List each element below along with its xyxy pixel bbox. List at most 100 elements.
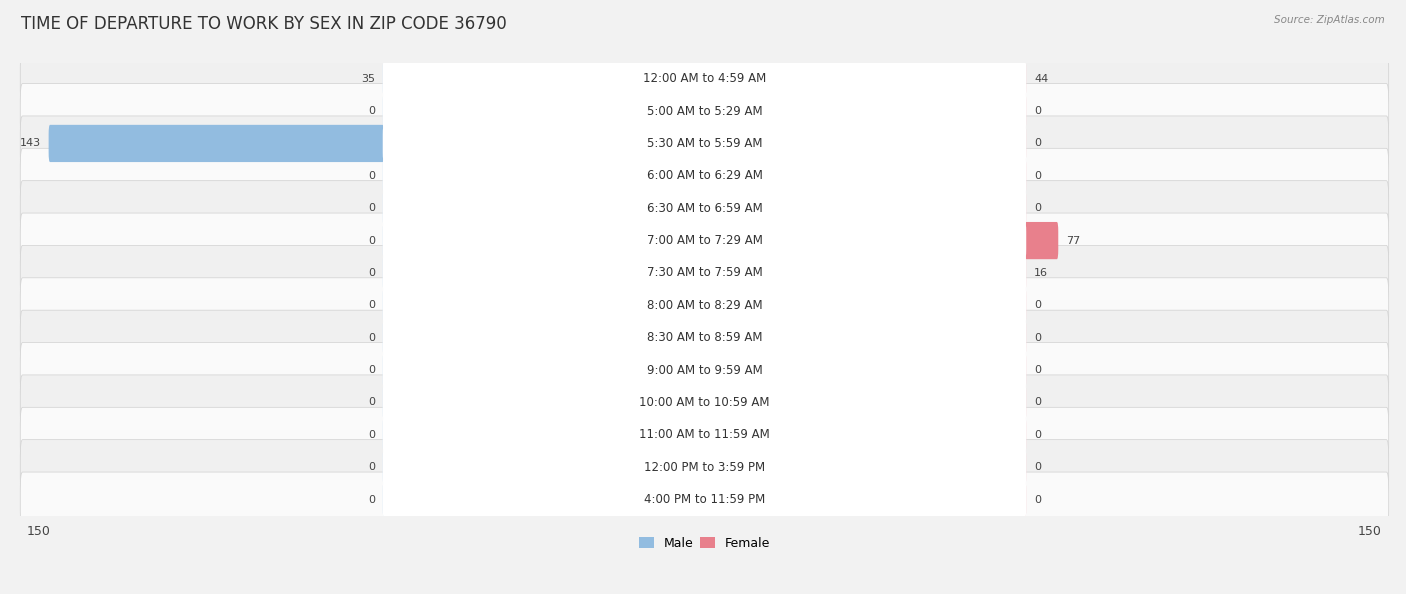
FancyBboxPatch shape	[382, 189, 706, 227]
Text: 5:00 AM to 5:29 AM: 5:00 AM to 5:29 AM	[647, 105, 762, 118]
FancyBboxPatch shape	[20, 213, 1389, 268]
Text: 150: 150	[1358, 526, 1382, 539]
Text: 0: 0	[368, 397, 375, 407]
FancyBboxPatch shape	[382, 125, 706, 162]
FancyBboxPatch shape	[703, 157, 1026, 194]
Text: 12:00 AM to 4:59 AM: 12:00 AM to 4:59 AM	[643, 72, 766, 85]
Text: 9:00 AM to 9:59 AM: 9:00 AM to 9:59 AM	[647, 364, 762, 377]
Text: 10:00 AM to 10:59 AM: 10:00 AM to 10:59 AM	[640, 396, 769, 409]
FancyBboxPatch shape	[703, 448, 1026, 486]
Text: 0: 0	[368, 106, 375, 116]
Text: 7:30 AM to 7:59 AM: 7:30 AM to 7:59 AM	[647, 267, 762, 279]
Text: 4:00 PM to 11:59 PM: 4:00 PM to 11:59 PM	[644, 493, 765, 506]
Text: 0: 0	[1033, 171, 1040, 181]
Text: 0: 0	[368, 301, 375, 310]
FancyBboxPatch shape	[20, 84, 1389, 138]
Text: 0: 0	[368, 171, 375, 181]
FancyBboxPatch shape	[703, 222, 1059, 259]
FancyBboxPatch shape	[382, 448, 706, 486]
Legend: Male, Female: Male, Female	[634, 532, 775, 555]
FancyBboxPatch shape	[382, 287, 706, 324]
FancyBboxPatch shape	[703, 416, 1026, 453]
Text: 0: 0	[368, 495, 375, 504]
FancyBboxPatch shape	[382, 189, 1026, 227]
FancyBboxPatch shape	[382, 384, 706, 421]
FancyBboxPatch shape	[703, 189, 1026, 227]
Text: 143: 143	[20, 138, 41, 148]
FancyBboxPatch shape	[703, 60, 1026, 97]
FancyBboxPatch shape	[382, 125, 1026, 162]
Text: 0: 0	[368, 333, 375, 343]
FancyBboxPatch shape	[382, 93, 1026, 129]
FancyBboxPatch shape	[20, 51, 1389, 106]
FancyBboxPatch shape	[382, 254, 1026, 292]
Text: 44: 44	[1033, 74, 1049, 84]
Text: 0: 0	[368, 203, 375, 213]
FancyBboxPatch shape	[382, 157, 1026, 194]
FancyBboxPatch shape	[382, 93, 706, 129]
Text: Source: ZipAtlas.com: Source: ZipAtlas.com	[1274, 15, 1385, 25]
Text: 0: 0	[1033, 203, 1040, 213]
Text: 8:30 AM to 8:59 AM: 8:30 AM to 8:59 AM	[647, 331, 762, 344]
FancyBboxPatch shape	[703, 481, 1026, 518]
Text: 0: 0	[1033, 495, 1040, 504]
Text: 0: 0	[1033, 430, 1040, 440]
Text: 7:00 AM to 7:29 AM: 7:00 AM to 7:29 AM	[647, 234, 762, 247]
FancyBboxPatch shape	[703, 352, 1026, 388]
Text: 8:00 AM to 8:29 AM: 8:00 AM to 8:29 AM	[647, 299, 762, 312]
FancyBboxPatch shape	[543, 60, 706, 97]
FancyBboxPatch shape	[703, 319, 1026, 356]
Text: 0: 0	[368, 236, 375, 245]
FancyBboxPatch shape	[20, 310, 1389, 365]
Text: 77: 77	[1066, 236, 1080, 245]
Text: 0: 0	[1033, 138, 1040, 148]
FancyBboxPatch shape	[703, 125, 1026, 162]
FancyBboxPatch shape	[20, 472, 1389, 527]
FancyBboxPatch shape	[703, 254, 779, 292]
FancyBboxPatch shape	[20, 181, 1389, 236]
Text: TIME OF DEPARTURE TO WORK BY SEX IN ZIP CODE 36790: TIME OF DEPARTURE TO WORK BY SEX IN ZIP …	[21, 15, 506, 33]
Text: 11:00 AM to 11:59 AM: 11:00 AM to 11:59 AM	[640, 428, 770, 441]
FancyBboxPatch shape	[382, 481, 1026, 518]
Text: 6:30 AM to 6:59 AM: 6:30 AM to 6:59 AM	[647, 202, 762, 214]
FancyBboxPatch shape	[382, 222, 706, 259]
FancyBboxPatch shape	[382, 416, 706, 453]
Text: 6:00 AM to 6:29 AM: 6:00 AM to 6:29 AM	[647, 169, 762, 182]
FancyBboxPatch shape	[20, 343, 1389, 397]
Text: 0: 0	[1033, 333, 1040, 343]
Text: 16: 16	[1033, 268, 1047, 278]
FancyBboxPatch shape	[703, 287, 1026, 324]
Text: 0: 0	[368, 462, 375, 472]
FancyBboxPatch shape	[382, 222, 1026, 259]
FancyBboxPatch shape	[20, 116, 1389, 171]
Text: 0: 0	[1033, 365, 1040, 375]
Text: 0: 0	[368, 365, 375, 375]
FancyBboxPatch shape	[703, 254, 1026, 292]
FancyBboxPatch shape	[382, 352, 1026, 388]
Text: 35: 35	[361, 74, 375, 84]
FancyBboxPatch shape	[382, 157, 706, 194]
Text: 12:00 PM to 3:59 PM: 12:00 PM to 3:59 PM	[644, 461, 765, 473]
FancyBboxPatch shape	[382, 384, 1026, 421]
Text: 0: 0	[368, 268, 375, 278]
FancyBboxPatch shape	[382, 319, 1026, 356]
FancyBboxPatch shape	[382, 287, 1026, 324]
FancyBboxPatch shape	[703, 384, 1026, 421]
FancyBboxPatch shape	[382, 319, 706, 356]
FancyBboxPatch shape	[20, 407, 1389, 462]
Text: 150: 150	[27, 526, 51, 539]
FancyBboxPatch shape	[382, 416, 1026, 453]
Text: 0: 0	[1033, 301, 1040, 310]
FancyBboxPatch shape	[20, 278, 1389, 333]
FancyBboxPatch shape	[49, 125, 706, 162]
FancyBboxPatch shape	[382, 352, 706, 388]
FancyBboxPatch shape	[20, 375, 1389, 430]
Text: 0: 0	[1033, 106, 1040, 116]
FancyBboxPatch shape	[382, 448, 1026, 486]
FancyBboxPatch shape	[703, 222, 1026, 259]
Text: 0: 0	[1033, 397, 1040, 407]
FancyBboxPatch shape	[382, 481, 706, 518]
FancyBboxPatch shape	[703, 93, 1026, 129]
FancyBboxPatch shape	[20, 245, 1389, 301]
FancyBboxPatch shape	[382, 60, 706, 97]
